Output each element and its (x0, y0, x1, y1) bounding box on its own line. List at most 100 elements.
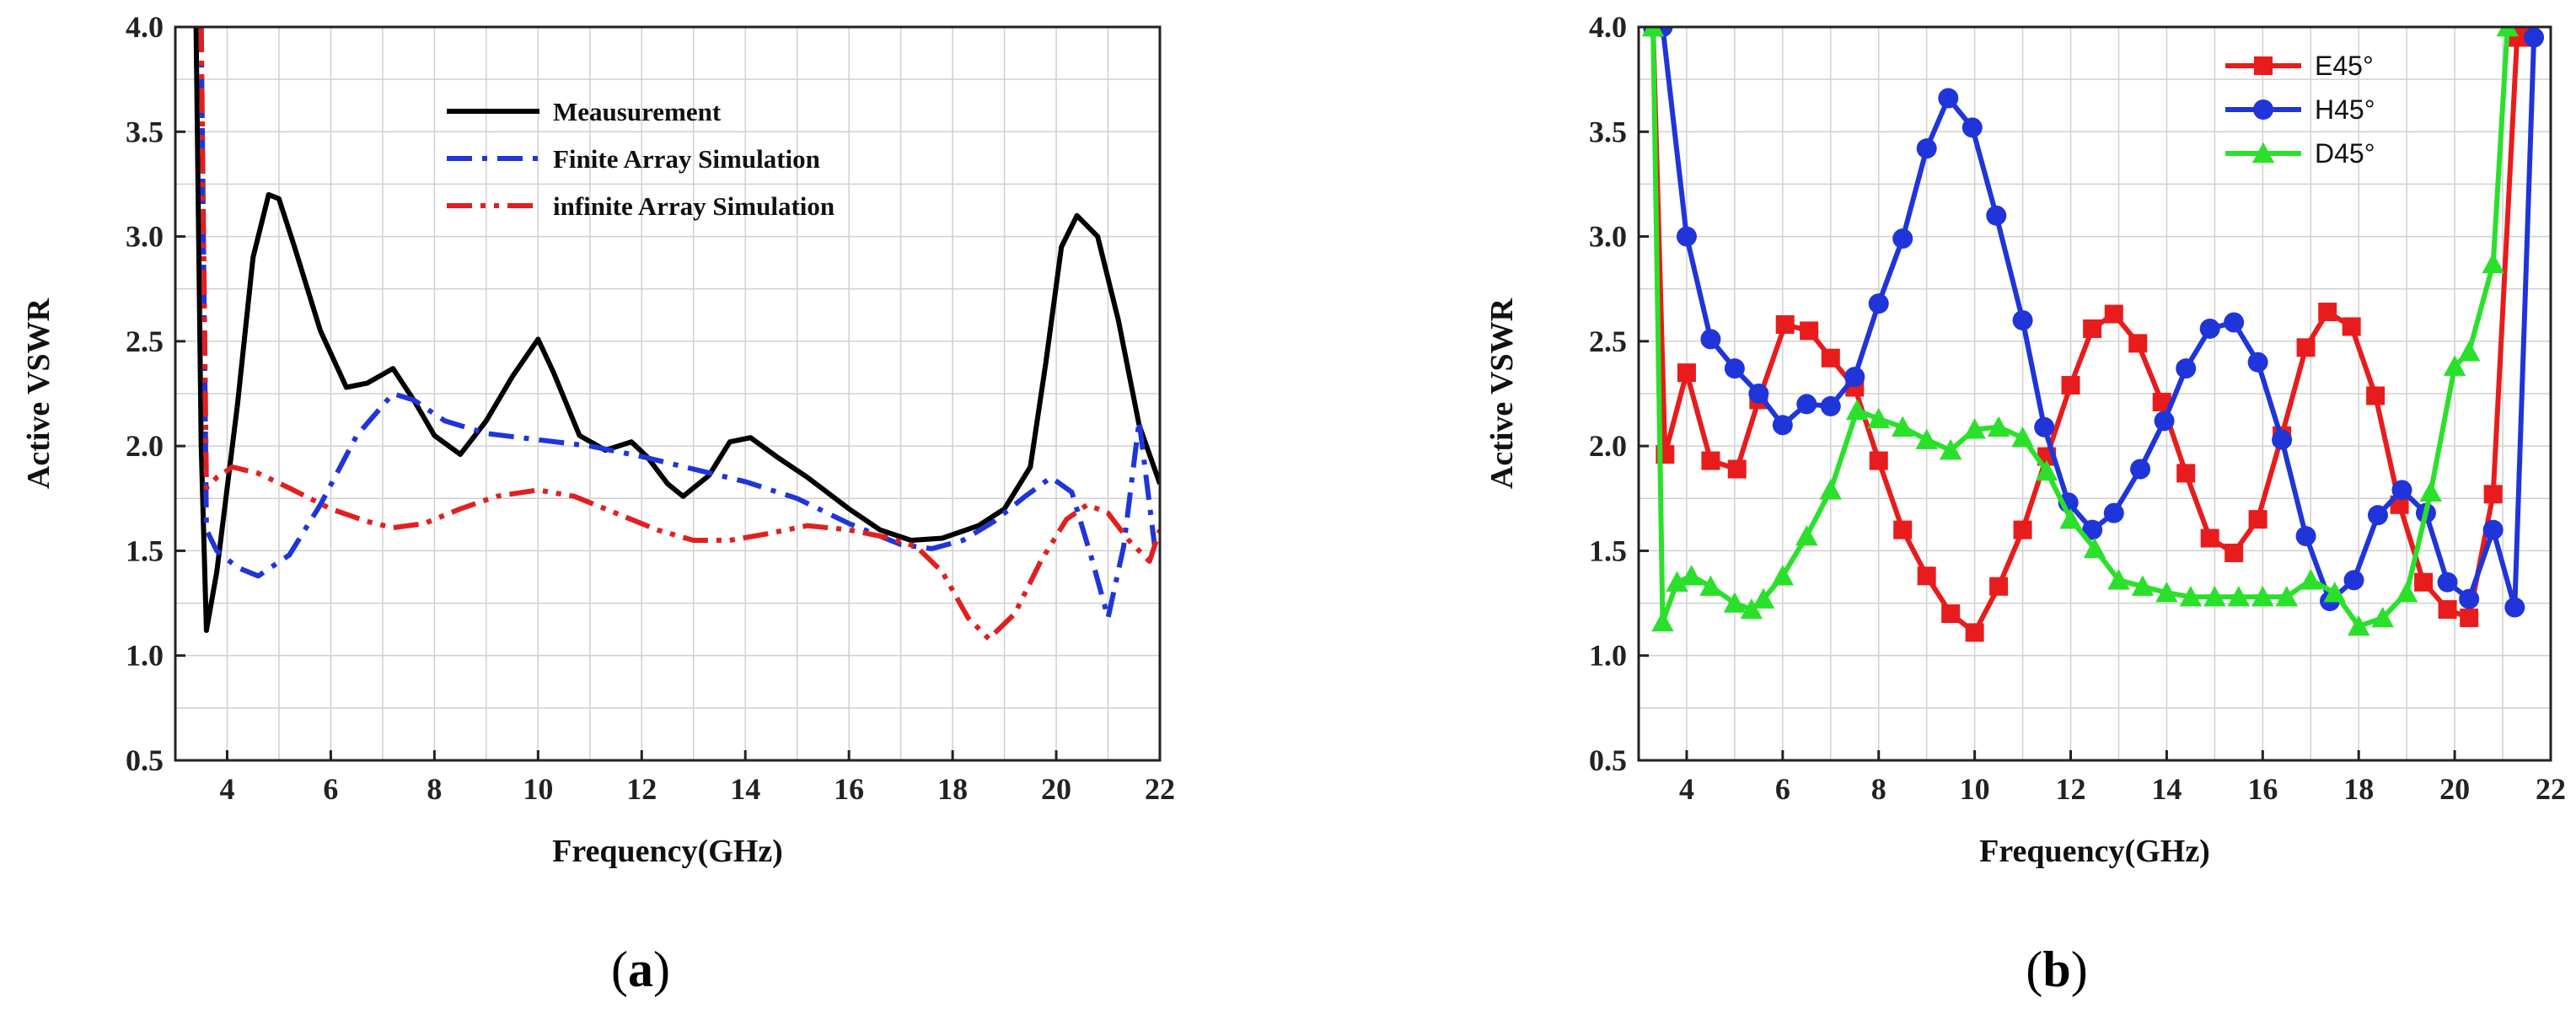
data-point (1740, 598, 1763, 620)
x-tick-label: 6 (1775, 772, 1790, 806)
x-tick-label: 20 (1041, 772, 1071, 806)
x-tick-label: 18 (2343, 772, 2374, 806)
data-point (2443, 355, 2466, 376)
data-point (2152, 392, 2171, 411)
x-tick-label: 6 (323, 772, 338, 806)
panel-caption: (b) (2026, 942, 2087, 997)
data-point (2154, 411, 2175, 432)
data-point (1680, 565, 1703, 586)
y-tick-label: 3.5 (1589, 115, 1627, 148)
data-point (2371, 606, 2394, 628)
data-point (2083, 319, 2102, 338)
data-point (2224, 543, 2244, 562)
series-line-2 (198, 27, 1157, 620)
y-axis-title: Active VSWR (21, 298, 56, 489)
data-point (1867, 407, 1890, 429)
data-point (2438, 600, 2457, 620)
y-tick-label: 1.0 (1589, 639, 1627, 673)
data-point (2247, 352, 2268, 373)
data-point (2013, 520, 2032, 539)
data-point (2061, 376, 2080, 395)
series-group (193, 27, 1160, 641)
x-tick-label: 16 (2247, 772, 2278, 806)
legend-label-2: H45° (2315, 94, 2375, 125)
series-group (1641, 27, 2545, 642)
y-tick-label: 2.5 (1589, 325, 1627, 358)
y-tick-label: 2.0 (126, 429, 164, 463)
data-point (1795, 524, 1818, 546)
y-tick-label: 4.0 (1589, 10, 1627, 44)
legend-label-1: Meausurement (553, 97, 722, 126)
data-point (1916, 138, 1937, 159)
data-point (2300, 569, 2322, 590)
data-point (1845, 399, 1869, 421)
y-tick-label: 4.0 (126, 10, 164, 44)
y-tick-label: 1.5 (126, 534, 164, 567)
data-point (2155, 581, 2178, 603)
x-tick-label: 10 (523, 772, 553, 806)
data-point (2482, 252, 2504, 274)
grid (1638, 26, 2552, 761)
data-point (2059, 507, 2082, 529)
x-tick-label: 18 (937, 772, 968, 806)
data-point (2251, 585, 2274, 607)
x-tick-label: 14 (730, 772, 760, 806)
chart-panel-b: 4 6 8 10 12 14 16 18 20 22 0.5 1.0 1.5 2.0 2.5 3.0 3.5 4.… (1484, 10, 2566, 997)
data-point (1868, 293, 1889, 314)
data-point (2366, 386, 2385, 405)
data-point (1892, 416, 1914, 437)
data-point (2200, 529, 2219, 548)
data-point (1796, 394, 1817, 415)
data-point (1723, 592, 1747, 613)
data-point (2011, 427, 2034, 448)
data-point (1800, 321, 1819, 341)
data-point (2035, 459, 2058, 481)
y-tick-label: 1.0 (126, 639, 164, 673)
data-point (1892, 228, 1913, 250)
data-point (2131, 575, 2155, 596)
y-tick-label: 0.5 (1589, 743, 1627, 777)
data-point (2130, 459, 2151, 480)
data-point (2483, 485, 2503, 504)
data-point (1938, 88, 1959, 109)
data-point (2295, 526, 2316, 547)
data-point (1666, 571, 1688, 592)
data-point (2128, 334, 2148, 353)
x-axis-title: Frequency(GHz) (552, 834, 783, 869)
data-point (1676, 226, 1697, 247)
data-point (2296, 338, 2316, 357)
x-tick-label: 22 (2536, 772, 2566, 806)
data-point (1771, 565, 1795, 586)
chart-panel-a: 4 6 8 10 12 14 16 18 20 22 0.5 1.0 1.5 2.0 2.5 3.0 3.5 4.… (21, 10, 1175, 997)
x-tick-label: 20 (2439, 772, 2470, 806)
data-point (2367, 505, 2388, 526)
data-point (2248, 510, 2267, 529)
data-point (1724, 358, 1745, 379)
data-point (2107, 569, 2130, 590)
legend: Meausurement Finite Array Simulation infin… (447, 97, 835, 221)
data-point (2459, 588, 2480, 609)
data-point (1821, 348, 1840, 368)
data-point (2524, 27, 2545, 48)
x-axis-title: Frequency(GHz) (1979, 834, 2210, 869)
x-tick-label: 10 (1960, 772, 1990, 806)
data-point (2437, 572, 2458, 593)
data-point (1772, 415, 1793, 436)
x-tick-label: 12 (2056, 772, 2086, 806)
legend-marker-3 (2251, 142, 2275, 164)
plot-frame (174, 25, 1162, 762)
data-point (2083, 537, 2106, 559)
data-point (1844, 367, 1865, 388)
data-point (1939, 438, 1962, 460)
legend-label-1: E45° (2315, 51, 2374, 81)
data-point (2342, 317, 2361, 336)
data-point (2395, 581, 2418, 603)
data-point (2457, 341, 2481, 362)
data-point (2348, 615, 2370, 636)
data-point (2176, 358, 2197, 379)
x-tick-label: 4 (219, 772, 234, 806)
legend-label-3: D45° (2315, 138, 2375, 169)
data-point (2482, 519, 2504, 540)
data-point (2323, 581, 2346, 603)
x-tick-label: 8 (1871, 772, 1886, 806)
